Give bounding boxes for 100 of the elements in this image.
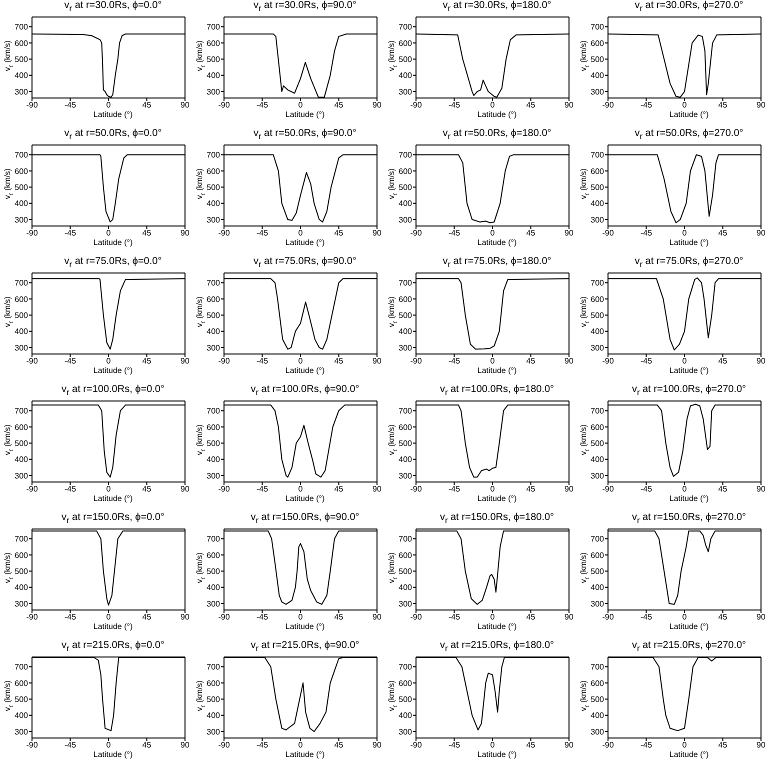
x-tick-label: -45 — [640, 228, 653, 238]
x-tick-label: 45 — [334, 484, 344, 494]
chart-title: v$_{r}$ at r=50.0Rs, ϕ=0.0° — [63, 128, 163, 141]
x-axis-title: Latitude (°) — [476, 366, 518, 375]
y-tick-label: 700 — [206, 406, 221, 416]
x-tick-label: 90 — [372, 100, 382, 110]
x-tick-label: 45 — [334, 228, 344, 238]
y-tick-label: 600 — [14, 550, 29, 560]
x-tick-label: -90 — [218, 484, 230, 494]
chart-title: v$_{r}$ at r=75.0Rs, ϕ=180.0° — [442, 256, 552, 269]
x-axis-title: Latitude (°) — [92, 622, 134, 631]
x-tick-label: -90 — [602, 228, 614, 238]
x-tick-label: 90 — [180, 484, 190, 494]
y-tick-label: 500 — [398, 54, 413, 64]
x-axis-title: Latitude (°) — [668, 110, 710, 119]
x-tick-label: -90 — [410, 484, 422, 494]
x-axis-title: Latitude (°) — [92, 366, 134, 375]
y-tick-label: 500 — [206, 310, 221, 320]
x-tick-label: 45 — [718, 228, 728, 238]
chart-title: v$_{r}$ at r=150.0Rs, ϕ=90.0° — [250, 512, 360, 525]
x-tick-label: 0 — [298, 484, 304, 494]
x-tick-label: 90 — [756, 356, 766, 366]
x-tick-label: -45 — [256, 484, 269, 494]
y-tick-label: 600 — [590, 294, 605, 304]
y-tick-label: 400 — [398, 583, 413, 592]
y-tick-label: 600 — [590, 678, 605, 688]
chart-title: v$_{r}$ at r=75.0Rs, ϕ=90.0° — [252, 256, 358, 269]
x-tick-label: -90 — [602, 612, 614, 622]
x-tick-label: 45 — [718, 100, 728, 110]
x-tick-label: -45 — [640, 356, 653, 366]
x-tick-label: 90 — [756, 228, 766, 238]
y-tick-label: 600 — [398, 294, 413, 304]
x-tick-label: 45 — [718, 612, 728, 622]
chart-title: v$_{r}$ at r=150.0Rs, ϕ=0.0° — [60, 512, 166, 525]
y-tick-label: 400 — [14, 327, 29, 336]
x-tick-label: -45 — [448, 228, 461, 238]
chart-title: v$_{r}$ at r=50.0Rs, ϕ=270.0° — [634, 128, 744, 141]
y-tick-label: 300 — [398, 599, 413, 608]
y-tick-label: 600 — [206, 678, 221, 688]
x-tick-label: 0 — [682, 100, 688, 110]
x-axis-title: Latitude (°) — [668, 494, 710, 503]
y-tick-label: 600 — [206, 422, 221, 432]
x-tick-label: 90 — [180, 100, 190, 110]
y-tick-label: 300 — [14, 471, 29, 480]
y-tick-label: 700 — [398, 534, 413, 544]
y-tick-label: 700 — [398, 150, 413, 160]
x-axis-title: Latitude (°) — [284, 750, 326, 759]
x-tick-label: 0 — [682, 356, 688, 366]
y-tick-label: 500 — [590, 694, 605, 704]
x-tick-label: 90 — [372, 484, 382, 494]
x-tick-label: -90 — [218, 356, 230, 366]
y-tick-label: 700 — [590, 662, 605, 672]
x-tick-label: 0 — [106, 356, 112, 366]
y-tick-label: 400 — [398, 711, 413, 720]
x-axis-title: Latitude (°) — [476, 622, 518, 631]
x-tick-label: 45 — [334, 100, 344, 110]
x-tick-label: -90 — [26, 228, 38, 238]
x-tick-label: -90 — [218, 612, 230, 622]
x-axis-title: Latitude (°) — [92, 238, 134, 247]
y-tick-label: 700 — [206, 150, 221, 160]
x-tick-label: 90 — [180, 228, 190, 238]
x-axis-title: Latitude (°) — [92, 494, 134, 503]
y-tick-label: 700 — [14, 534, 29, 544]
x-tick-label: 90 — [372, 228, 382, 238]
y-tick-label: 300 — [206, 343, 221, 352]
x-tick-label: 45 — [526, 228, 536, 238]
x-tick-label: 45 — [334, 612, 344, 622]
y-tick-label: 300 — [398, 87, 413, 96]
chart-title: v$_{r}$ at r=100.0Rs, ϕ=90.0° — [250, 384, 360, 397]
x-tick-label: -90 — [26, 356, 38, 366]
y-tick-label: 700 — [398, 662, 413, 672]
x-tick-label: -90 — [410, 356, 422, 366]
y-tick-label: 600 — [14, 294, 29, 304]
x-tick-label: -90 — [26, 612, 38, 622]
y-tick-label: 300 — [206, 727, 221, 736]
chart-title: v$_{r}$ at r=50.0Rs, ϕ=90.0° — [252, 128, 358, 141]
x-tick-label: -45 — [64, 740, 77, 750]
x-tick-label: -45 — [448, 612, 461, 622]
x-tick-label: 0 — [682, 484, 688, 494]
y-tick-label: 500 — [14, 182, 29, 192]
chart-title: v$_{r}$ at r=30.0Rs, ϕ=90.0° — [252, 0, 358, 13]
x-tick-label: 0 — [298, 740, 304, 750]
chart-title: v$_{r}$ at r=100.0Rs, ϕ=0.0° — [60, 384, 166, 397]
y-tick-label: 700 — [398, 406, 413, 416]
x-tick-label: 0 — [490, 484, 496, 494]
x-tick-label: 0 — [106, 612, 112, 622]
chart-title: v$_{r}$ at r=30.0Rs, ϕ=0.0° — [63, 0, 163, 13]
x-tick-label: 0 — [490, 612, 496, 622]
y-tick-label: 700 — [14, 662, 29, 672]
x-tick-label: -90 — [602, 356, 614, 366]
x-axis-title: Latitude (°) — [284, 494, 326, 503]
x-axis-title: Latitude (°) — [284, 366, 326, 375]
y-tick-label: 700 — [590, 406, 605, 416]
y-tick-label: 400 — [590, 583, 605, 592]
x-tick-label: 45 — [526, 484, 536, 494]
y-tick-label: 700 — [206, 22, 221, 32]
x-axis-title: Latitude (°) — [284, 238, 326, 247]
y-tick-label: 700 — [14, 22, 29, 32]
x-tick-label: 0 — [106, 740, 112, 750]
x-tick-label: -45 — [64, 100, 77, 110]
